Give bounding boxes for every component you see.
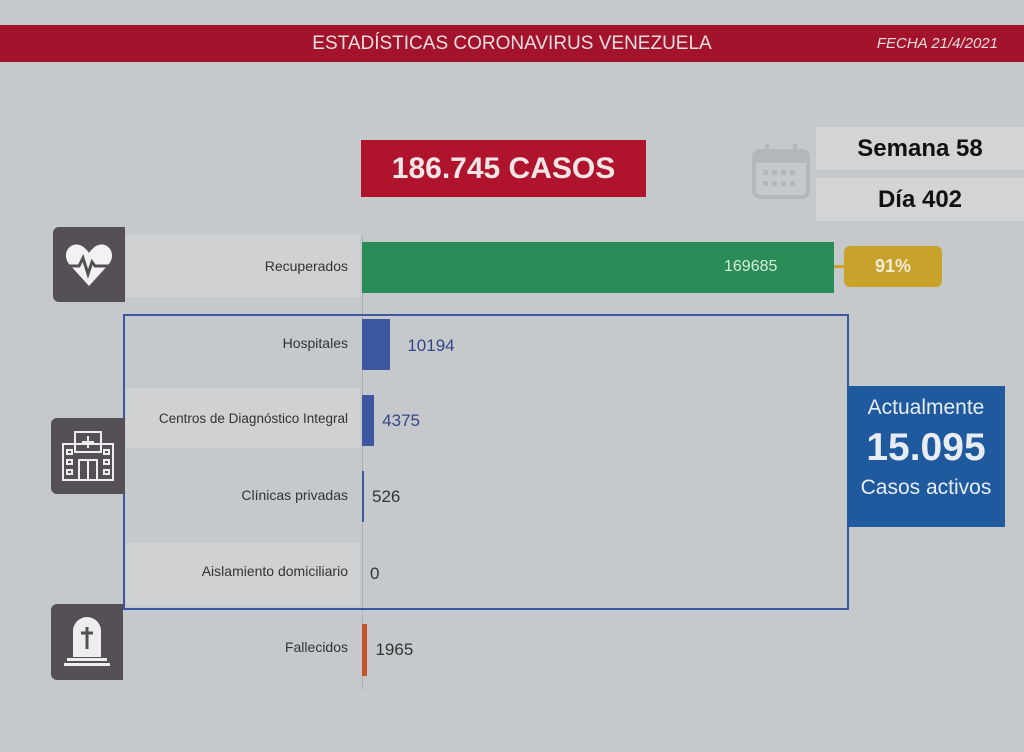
row-band bbox=[126, 543, 360, 605]
header-bar: ESTADÍSTICAS CORONAVIRUS VENEZUELA FECHA… bbox=[0, 25, 1024, 62]
heart-pulse-icon bbox=[53, 227, 125, 302]
active-cases-box: Actualmente 15.095 Casos activos bbox=[847, 386, 1005, 527]
recovered-percent: 91% bbox=[844, 246, 942, 287]
bar-hospitales bbox=[362, 319, 391, 370]
value-aislamiento: 0 bbox=[370, 564, 380, 583]
date-label: FECHA 21/4/2021 bbox=[876, 35, 998, 52]
bar-recuperados bbox=[362, 242, 834, 293]
value-clinicas: 526 bbox=[372, 487, 401, 506]
pct-connector bbox=[834, 265, 846, 268]
week-label: Semana 58 bbox=[816, 127, 1024, 170]
label-cdi: Centros de Diagnóstico Integral bbox=[158, 411, 348, 426]
axis-line bbox=[362, 235, 363, 690]
tombstone-icon bbox=[51, 604, 123, 680]
value-recuperados: 169685 bbox=[724, 258, 778, 275]
active-value: 15.095 bbox=[866, 426, 986, 469]
value-hospitales: 10194 bbox=[407, 336, 455, 355]
total-cases: 186.745 CASOS bbox=[361, 140, 646, 197]
active-label-bottom: Casos activos bbox=[860, 476, 992, 499]
row-band bbox=[126, 235, 360, 297]
label-fallecidos: Fallecidos bbox=[284, 639, 348, 655]
label-clinicas: Clínicas privadas bbox=[241, 487, 348, 503]
page-title: ESTADÍSTICAS CORONAVIRUS VENEZUELA bbox=[312, 33, 712, 54]
label-hospitales: Hospitales bbox=[282, 335, 348, 351]
calendar-icon bbox=[752, 144, 810, 199]
hospital-icon bbox=[51, 418, 125, 494]
value-fallecidos: 1965 bbox=[375, 640, 414, 659]
row-band bbox=[126, 388, 360, 448]
value-cdi: 4375 bbox=[382, 411, 420, 430]
bar-fallecidos bbox=[362, 624, 368, 676]
active-label-top: Actualmente bbox=[867, 396, 985, 419]
bar-clinicas bbox=[362, 471, 364, 522]
day-label: Día 402 bbox=[816, 178, 1024, 221]
label-aislamiento: Aislamiento domiciliario bbox=[201, 563, 348, 579]
label-recuperados: Recuperados bbox=[264, 258, 348, 274]
bar-cdi bbox=[362, 395, 375, 446]
